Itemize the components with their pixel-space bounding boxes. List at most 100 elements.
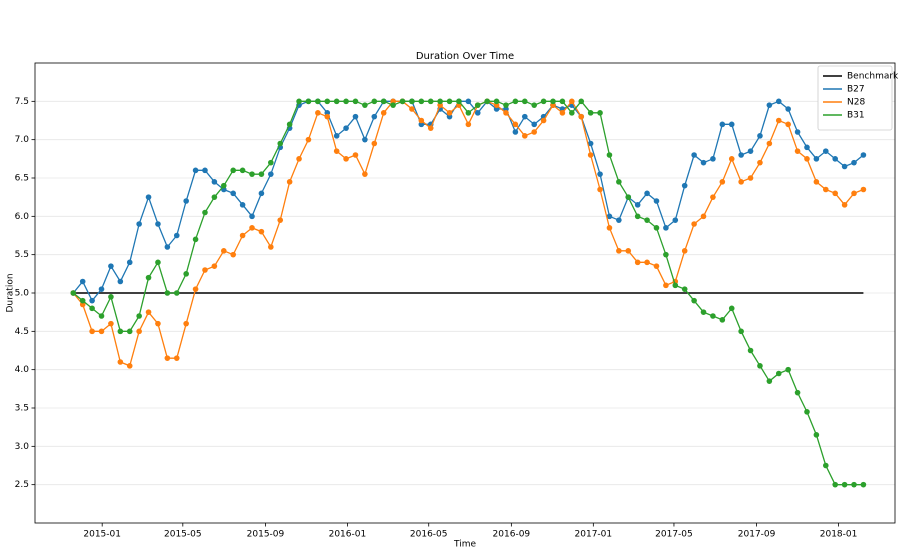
data-point — [738, 328, 744, 335]
y-tick-label: 2.5 — [15, 480, 29, 490]
data-point — [296, 156, 302, 162]
legend-label: B31 — [847, 111, 865, 121]
data-point — [296, 98, 302, 105]
data-point — [333, 133, 340, 139]
data-point — [173, 232, 180, 239]
data-point — [587, 110, 594, 116]
y-tick-label: 4.5 — [15, 327, 29, 337]
data-point — [465, 98, 472, 105]
data-point — [362, 102, 368, 108]
data-point — [268, 159, 274, 166]
data-point — [183, 198, 189, 204]
data-point — [804, 144, 810, 151]
data-point — [616, 179, 622, 185]
data-point — [173, 355, 180, 361]
data-point — [192, 236, 199, 243]
x-tick-label: 2016-09 — [493, 530, 531, 540]
data-point — [79, 297, 86, 304]
data-point — [145, 194, 152, 200]
data-point — [691, 297, 697, 304]
data-point — [362, 136, 368, 143]
data-point — [136, 221, 142, 227]
data-point — [794, 148, 801, 154]
data-point — [324, 98, 331, 105]
data-point — [766, 140, 773, 147]
data-point — [822, 462, 829, 469]
x-tick-label: 2016-01 — [329, 530, 367, 540]
data-point — [409, 106, 415, 112]
data-point — [860, 152, 867, 158]
data-point — [98, 286, 105, 292]
data-point — [493, 102, 500, 108]
data-point — [691, 221, 697, 227]
data-point — [634, 259, 641, 266]
data-point — [427, 98, 434, 105]
data-point — [315, 98, 321, 105]
data-point — [418, 117, 425, 124]
data-point — [663, 251, 669, 258]
data-point — [644, 217, 650, 223]
y-tick-label: 3.5 — [15, 404, 29, 414]
data-point — [136, 328, 142, 335]
data-point — [503, 106, 509, 112]
data-point — [625, 248, 632, 254]
data-point — [616, 217, 622, 223]
data-point — [352, 152, 359, 158]
data-point — [192, 286, 199, 292]
data-point — [625, 194, 632, 200]
data-point — [578, 98, 585, 105]
data-point — [672, 217, 679, 223]
data-point — [578, 113, 585, 120]
data-point — [616, 248, 622, 254]
data-point — [606, 225, 613, 231]
data-point — [230, 251, 237, 258]
data-point — [738, 179, 744, 185]
data-point — [521, 113, 528, 120]
data-point — [484, 98, 490, 105]
data-point — [503, 110, 509, 116]
data-point — [89, 328, 95, 335]
data-point — [540, 117, 547, 124]
data-point — [324, 113, 331, 120]
x-tick-label: 2015-05 — [164, 530, 202, 540]
data-point — [493, 106, 500, 112]
data-point — [343, 98, 349, 105]
legend-label: N28 — [847, 98, 865, 108]
data-point — [785, 106, 791, 112]
data-point — [70, 290, 77, 296]
data-point — [108, 263, 114, 269]
data-point — [230, 190, 237, 197]
data-point — [155, 221, 161, 227]
y-tick-label: 6.0 — [15, 212, 30, 222]
data-point — [164, 355, 171, 361]
data-point — [371, 140, 378, 147]
data-point — [766, 378, 773, 384]
data-point — [512, 129, 519, 135]
data-point — [606, 152, 613, 158]
data-point — [493, 98, 500, 105]
data-point — [183, 320, 189, 327]
data-point — [804, 409, 810, 415]
data-point — [220, 182, 227, 189]
data-point — [794, 389, 801, 396]
data-point — [813, 432, 820, 438]
data-point — [757, 363, 763, 369]
data-point — [728, 156, 735, 162]
data-point — [155, 259, 161, 266]
x-tick-label: 2015-01 — [83, 530, 121, 540]
data-point — [681, 248, 688, 254]
data-point — [333, 148, 340, 154]
data-point — [851, 481, 857, 488]
data-point — [644, 259, 650, 266]
data-point — [766, 102, 773, 108]
data-point — [418, 98, 425, 105]
data-point — [409, 98, 415, 105]
legend-label: Benchmark — [847, 72, 899, 82]
data-point — [108, 294, 114, 300]
data-point — [249, 171, 255, 177]
y-tick-label: 6.5 — [15, 174, 29, 184]
data-point — [239, 167, 246, 174]
data-point — [343, 125, 349, 131]
data-point — [587, 140, 594, 147]
